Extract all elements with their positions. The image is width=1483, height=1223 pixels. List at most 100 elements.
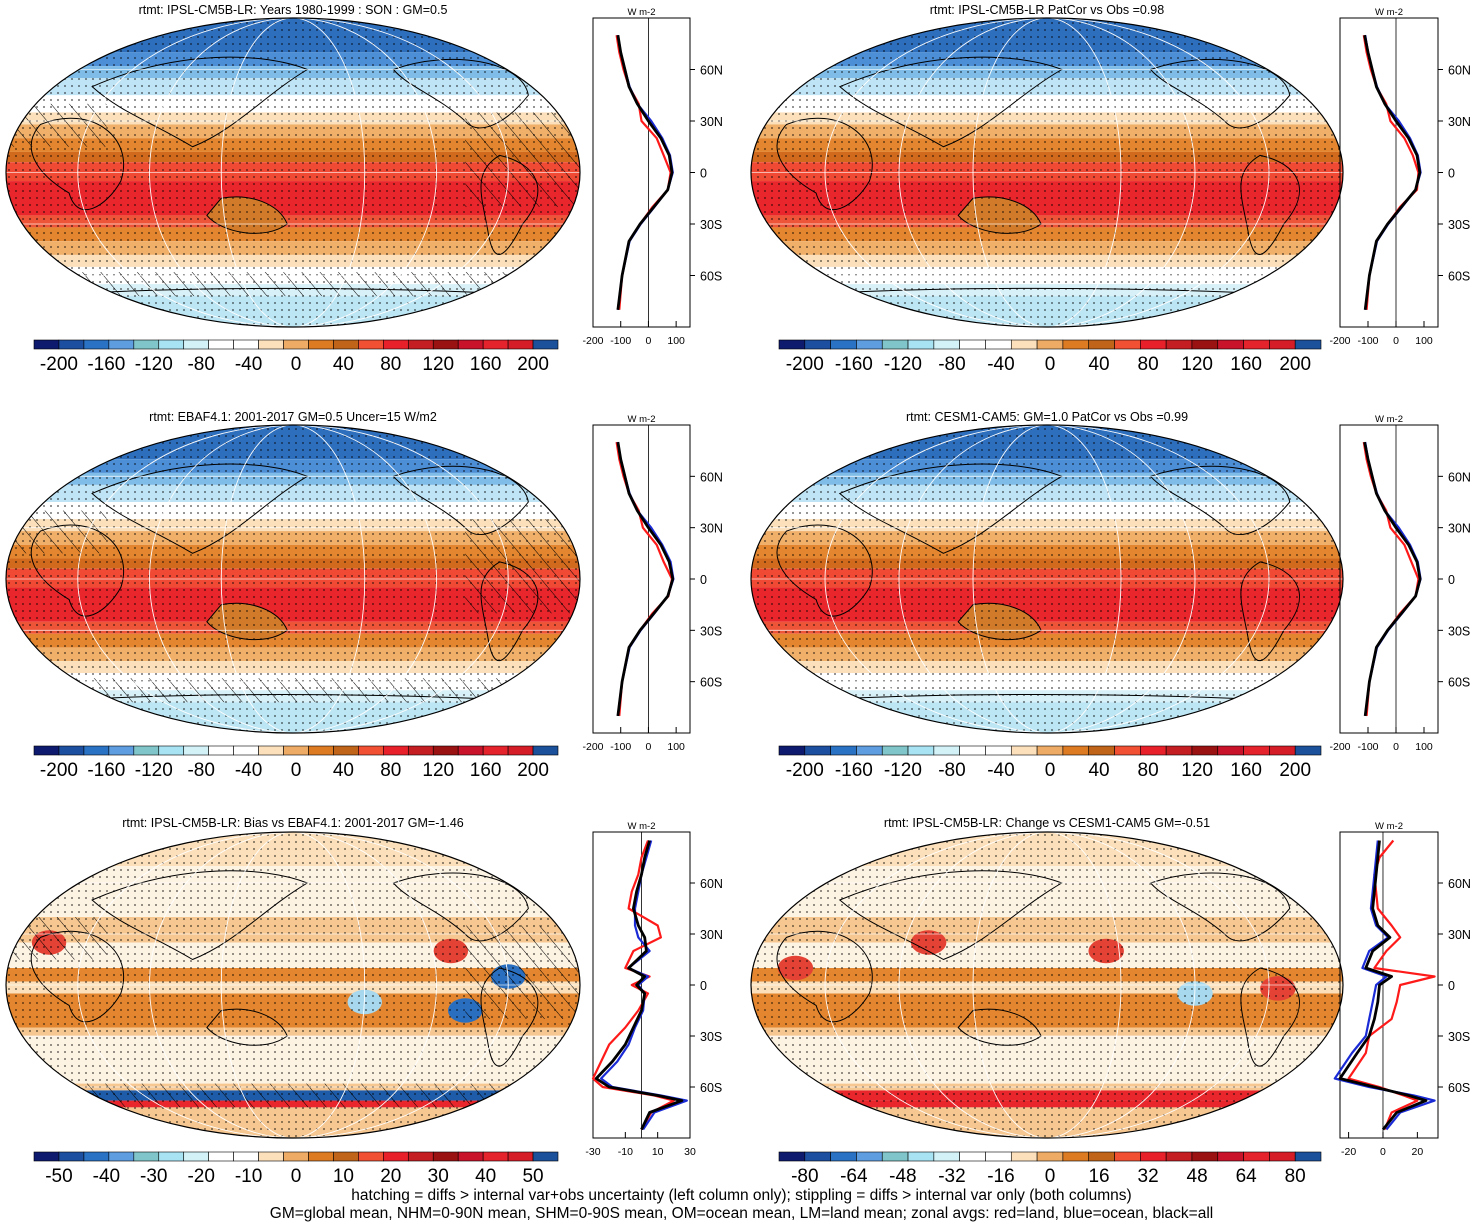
colorbar-label: 64 [1236, 1166, 1258, 1187]
colorbar-box [881, 339, 909, 350]
lat-label: 30S [1448, 624, 1470, 638]
colorbar-label: -80 [938, 760, 965, 781]
colorbar-label: -32 [938, 1166, 965, 1187]
x-tick-label: 100 [1415, 335, 1433, 347]
colorbar-box [457, 1151, 484, 1162]
colorbar-label: 80 [1138, 354, 1159, 375]
colorbar-label: -30 [140, 1166, 167, 1187]
map-border [5, 424, 581, 734]
lat-label: 60S [700, 270, 722, 284]
colorbar-box [1036, 1151, 1064, 1162]
x-tick-label: -200 [1329, 741, 1350, 753]
colorbar-box [907, 745, 935, 756]
colorbar-box [482, 1151, 509, 1162]
colorbar-box [383, 339, 409, 350]
colorbar-box [1114, 1151, 1141, 1162]
colorbar-label: -40 [235, 760, 262, 781]
colorbar-box [158, 745, 185, 756]
colorbar-box [58, 745, 85, 756]
colorbar-label: 0 [291, 354, 302, 375]
lat-label: 30S [700, 624, 722, 638]
colorbar-box [856, 339, 883, 350]
colorbar-label: 40 [1088, 760, 1109, 781]
colorbar-label: 40 [475, 1166, 496, 1187]
colorbar-label: 20 [380, 1166, 401, 1187]
profile-frame [1339, 831, 1439, 1139]
panel-title: rtmt: IPSL-CM5B-LR: Years 1980-1999 : SO… [139, 3, 448, 17]
colorbar-box [881, 745, 909, 756]
colorbar-box [830, 339, 857, 350]
colorbar-box [830, 745, 857, 756]
colorbar-label: 80 [380, 760, 401, 781]
colorbar-box [985, 745, 1012, 756]
colorbar-label: 160 [470, 760, 502, 781]
colorbar-box [158, 339, 185, 350]
colorbar-box [1165, 1151, 1193, 1162]
lat-label: 60N [700, 877, 723, 891]
colorbar-label: -160 [87, 760, 125, 781]
colorbar-box [933, 339, 960, 350]
colorbar-box [233, 1151, 259, 1162]
colorbar-box [1114, 745, 1141, 756]
colorbar-box [158, 1151, 185, 1162]
hatching [6, 1083, 580, 1108]
profile-series-all [616, 441, 675, 717]
lat-label: 60N [1448, 877, 1471, 891]
x-tick-label: -100 [1357, 741, 1378, 753]
colorbar-box [258, 745, 284, 756]
colorbar-label: 40 [333, 760, 354, 781]
colorbar-label: -120 [135, 354, 173, 375]
panel-title: rtmt: CESM1-CAM5: GM=1.0 PatCor vs Obs =… [906, 410, 1188, 424]
colorbar-box [778, 745, 806, 756]
colorbar-box [1010, 745, 1038, 756]
lat-label: 60N [700, 470, 723, 484]
colorbar-box [1010, 339, 1038, 350]
footer-note-2: GM=global mean, NHM=0-90N mean, SHM=0-90… [269, 1205, 1214, 1222]
colorbar-box [856, 1151, 883, 1162]
colorbar-label: -40 [93, 1166, 120, 1187]
profile-series-land [591, 840, 675, 1131]
profile-frame [1339, 17, 1439, 328]
colorbar-box [1217, 745, 1244, 756]
lat-label: 30N [1448, 928, 1471, 942]
colorbar-box [532, 745, 559, 756]
lat-label: 0 [700, 167, 707, 181]
colorbar-label: -200 [786, 760, 824, 781]
footer-note-1: hatching = diffs > internal var+obs unce… [351, 1187, 1132, 1204]
colorbar-box [907, 1151, 935, 1162]
colorbar-box [333, 745, 359, 756]
colorbar-box [507, 745, 534, 756]
hatching [465, 925, 580, 1019]
colorbar-box [1140, 745, 1167, 756]
colorbar-box [1114, 339, 1141, 350]
colorbar-box [856, 745, 883, 756]
colorbar-label: 50 [522, 1166, 543, 1187]
colorbar-box [133, 745, 160, 756]
colorbar-box [83, 745, 110, 756]
colorbar-label: 160 [1230, 354, 1262, 375]
lat-label: 30S [1448, 218, 1470, 232]
colorbar-box [333, 339, 359, 350]
colorbar-label: 30 [428, 1166, 449, 1187]
colorbar-box [1243, 339, 1270, 350]
x-tick-label: 0 [646, 741, 652, 753]
colorbar-label: -120 [135, 760, 173, 781]
profile-series-all [1363, 34, 1422, 310]
colorbar-box [959, 339, 986, 350]
lat-label: 30S [700, 1030, 722, 1044]
lat-label: 0 [1448, 979, 1455, 993]
x-tick-label: -10 [618, 1146, 633, 1158]
colorbar-label: 10 [333, 1166, 354, 1187]
profile-series-all [1363, 441, 1422, 717]
colorbar-label: 80 [380, 354, 401, 375]
colorbar-box [933, 1151, 960, 1162]
map-border [5, 831, 581, 1139]
colorbar-label: 200 [1279, 354, 1311, 375]
map-border [750, 424, 1344, 734]
colorbar-box [33, 745, 60, 756]
colorbar-label: -200 [40, 354, 78, 375]
colorbar-label: 200 [1279, 760, 1311, 781]
colorbar-box [532, 339, 559, 350]
lat-label: 60N [1448, 470, 1471, 484]
colorbar-box [1140, 339, 1167, 350]
